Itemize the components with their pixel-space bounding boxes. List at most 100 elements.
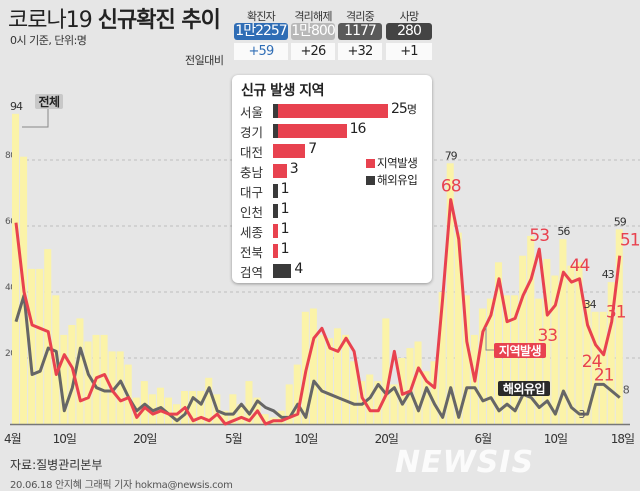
legend-label: 해외유입 <box>377 173 418 187</box>
region-name: 대전 <box>240 145 264 160</box>
bar-local <box>277 104 388 118</box>
bar-total <box>390 384 398 424</box>
stat-change: +59 <box>234 43 288 60</box>
region-row: 대전 7 <box>240 141 430 160</box>
bar-total <box>615 229 623 424</box>
bar-total <box>221 410 229 424</box>
stat-label: 격리해제 <box>294 10 332 23</box>
bar-imported <box>273 204 278 218</box>
stat-change: +32 <box>338 43 382 60</box>
change-label: 전일대비 <box>185 54 224 67</box>
bar-total <box>406 348 414 424</box>
newsis-logo: NEWSIS <box>395 445 535 480</box>
tag-local: 지역발생 <box>499 343 542 358</box>
legend-swatch-local <box>366 159 375 168</box>
stat-value: 1177 <box>338 23 382 40</box>
stat-change: +1 <box>386 43 432 60</box>
bar-total <box>12 113 20 425</box>
y-tick-label: 20 <box>5 349 16 359</box>
bar-imported <box>273 104 278 118</box>
bar-total <box>446 163 454 425</box>
title-bold: 신규확진 추이 <box>97 8 221 33</box>
bar-imported <box>273 184 278 198</box>
x-tick-label: 10일 <box>294 432 317 446</box>
bar-total <box>438 292 446 424</box>
bar-total <box>358 381 366 424</box>
bar-total <box>414 341 422 424</box>
bar-total <box>116 351 124 424</box>
region-name: 충남 <box>240 165 264 180</box>
x-tick-label: 18일 <box>611 432 634 446</box>
bar-total <box>551 275 559 424</box>
bar-total <box>422 371 430 424</box>
x-tick-label: 10일 <box>53 432 76 446</box>
bar-total <box>527 235 535 424</box>
legend-imported: 해외유입 <box>366 172 418 188</box>
region-row: 검역 4 <box>240 261 430 280</box>
count-value: 4 <box>294 261 303 277</box>
region-row: 인천 1 <box>240 201 430 220</box>
region-name: 검역 <box>240 265 264 280</box>
y-tick-label: 80 <box>5 151 16 161</box>
local-value-label: 68 <box>441 177 461 197</box>
bar-total <box>462 295 470 424</box>
local-value-label: 53 <box>529 226 549 246</box>
region-inset: 신규 발생 지역 서울 25명 경기 16 대전 7 충남 3 대구 <box>232 75 432 283</box>
bar-total <box>261 414 269 424</box>
bar-total <box>317 334 325 424</box>
count-value: 1 <box>280 201 290 217</box>
imported-value-label: 8 <box>623 384 630 397</box>
region-row: 경기 16 <box>240 121 430 140</box>
bar-local <box>273 244 278 258</box>
credit: 20.06.18 안지혜 그래픽 기자 hokma@newsis.com <box>10 480 233 491</box>
page-title: 코로나19 신규확진 추이 <box>8 2 221 34</box>
bar-total <box>60 334 68 424</box>
bar-total <box>342 334 350 424</box>
total-value-label: 79 <box>445 149 458 162</box>
region-count: 25명 <box>391 101 417 117</box>
bar-total <box>325 338 333 424</box>
bar-total <box>285 384 293 424</box>
bar-total <box>76 318 84 424</box>
region-count: 3 <box>290 161 299 177</box>
stat-deaths: 사망 280 +1 <box>386 8 432 60</box>
bar-total <box>189 391 197 424</box>
count-value: 1 <box>280 181 290 197</box>
tag-total-leader <box>22 109 49 128</box>
bar-total <box>599 311 607 424</box>
region-bar <box>273 264 292 278</box>
bar-total <box>164 397 172 424</box>
bar-total <box>350 361 358 424</box>
stat-isolated: 격리중 1177 +32 <box>338 8 382 60</box>
local-value-label: 51 <box>620 231 640 251</box>
bar-imported <box>273 264 292 278</box>
stat-value: 1만2257 <box>234 23 288 40</box>
region-name: 대구 <box>240 185 264 200</box>
tag-local-bg <box>494 343 546 358</box>
bar-total <box>245 381 253 424</box>
count-value: 16 <box>349 121 367 137</box>
y-tick-label: 40 <box>5 283 16 293</box>
bar-total <box>229 394 237 424</box>
region-bar <box>273 164 287 178</box>
bar-total <box>478 308 486 424</box>
region-name: 서울 <box>240 105 264 120</box>
stat-change: +26 <box>291 43 335 60</box>
line-imported <box>14 293 621 423</box>
x-tick-label: 20일 <box>133 432 156 446</box>
legend-label: 지역발생 <box>377 156 418 170</box>
bar-total <box>84 341 92 424</box>
stat-label: 확진자 <box>247 10 276 23</box>
bar-total <box>607 282 615 424</box>
bar-total <box>591 311 599 424</box>
bar-total <box>486 298 494 424</box>
bar-total <box>68 325 76 424</box>
bar-imported <box>273 124 278 138</box>
bar-total <box>28 268 36 424</box>
local-value-label: 31 <box>606 303 626 323</box>
imported-value-label: 3 <box>579 408 586 421</box>
region-row: 충남 3 <box>240 161 430 180</box>
count-value: 1 <box>280 221 290 237</box>
region-count: 1 <box>281 241 290 257</box>
bar-total <box>503 295 511 424</box>
